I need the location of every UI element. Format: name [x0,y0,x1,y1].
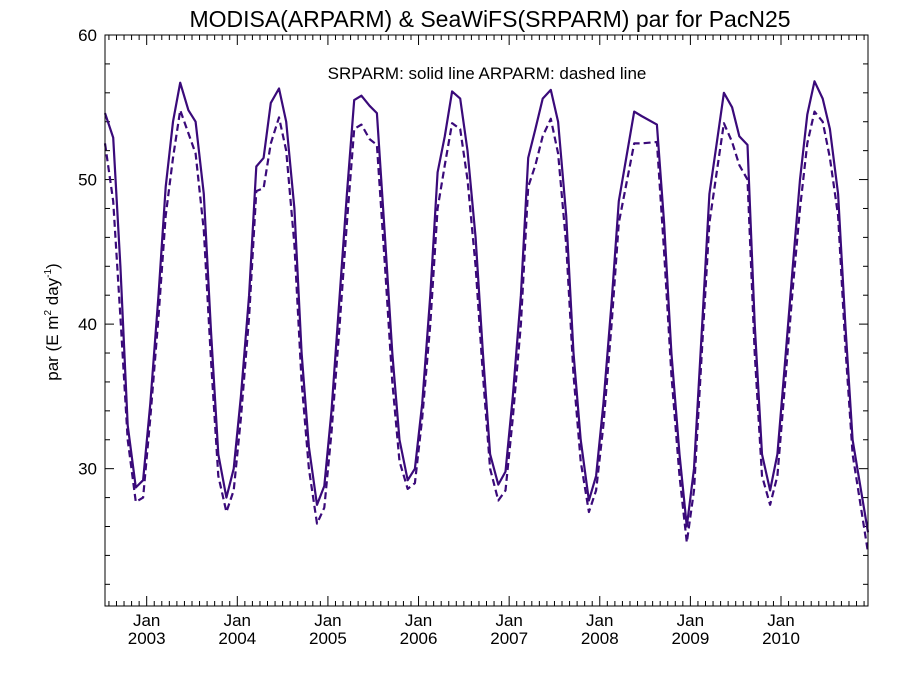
x-tick-year-label: 2008 [581,629,619,648]
x-tick-year-label: 2007 [490,629,528,648]
series-line-arparm [103,109,870,553]
x-tick-month-label: Jan [767,611,794,630]
y-axis-label-sup1: 2 [43,310,54,316]
y-tick-label: 60 [78,26,97,45]
y-axis-label-base: par (E m [43,316,62,381]
chart-title: MODISA(ARPARM) & SeaWiFS(SRPARM) par for… [189,6,790,32]
axis-ticks: 30405060Jan2003Jan2004Jan2005Jan2006Jan2… [78,26,868,648]
x-tick-year-label: 2009 [671,629,709,648]
x-tick-year-label: 2003 [128,629,166,648]
y-tick-label: 50 [78,171,97,190]
x-tick-year-label: 2006 [400,629,438,648]
y-axis-label-sup2: -1 [43,269,54,278]
y-axis-label: par (E m2 day-1) [43,263,62,380]
y-tick-label: 40 [78,315,97,334]
plot-frame [104,34,869,607]
y-tick-label: 30 [78,460,97,479]
x-tick-month-label: Jan [224,611,251,630]
x-tick-year-label: 2004 [218,629,256,648]
series-line-srparm [103,80,870,533]
x-tick-month-label: Jan [677,611,704,630]
x-tick-year-label: 2005 [309,629,347,648]
x-tick-month-label: Jan [495,611,522,630]
y-axis-label-end: ) [43,263,62,269]
y-axis-label-mid: day [43,277,62,310]
x-tick-month-label: Jan [405,611,432,630]
x-tick-month-label: Jan [586,611,613,630]
plot-series [103,80,870,553]
x-tick-month-label: Jan [314,611,341,630]
x-tick-year-label: 2010 [762,629,800,648]
x-tick-month-label: Jan [133,611,160,630]
legend-annotation: SRPARM: solid line ARPARM: dashed line [328,64,647,83]
